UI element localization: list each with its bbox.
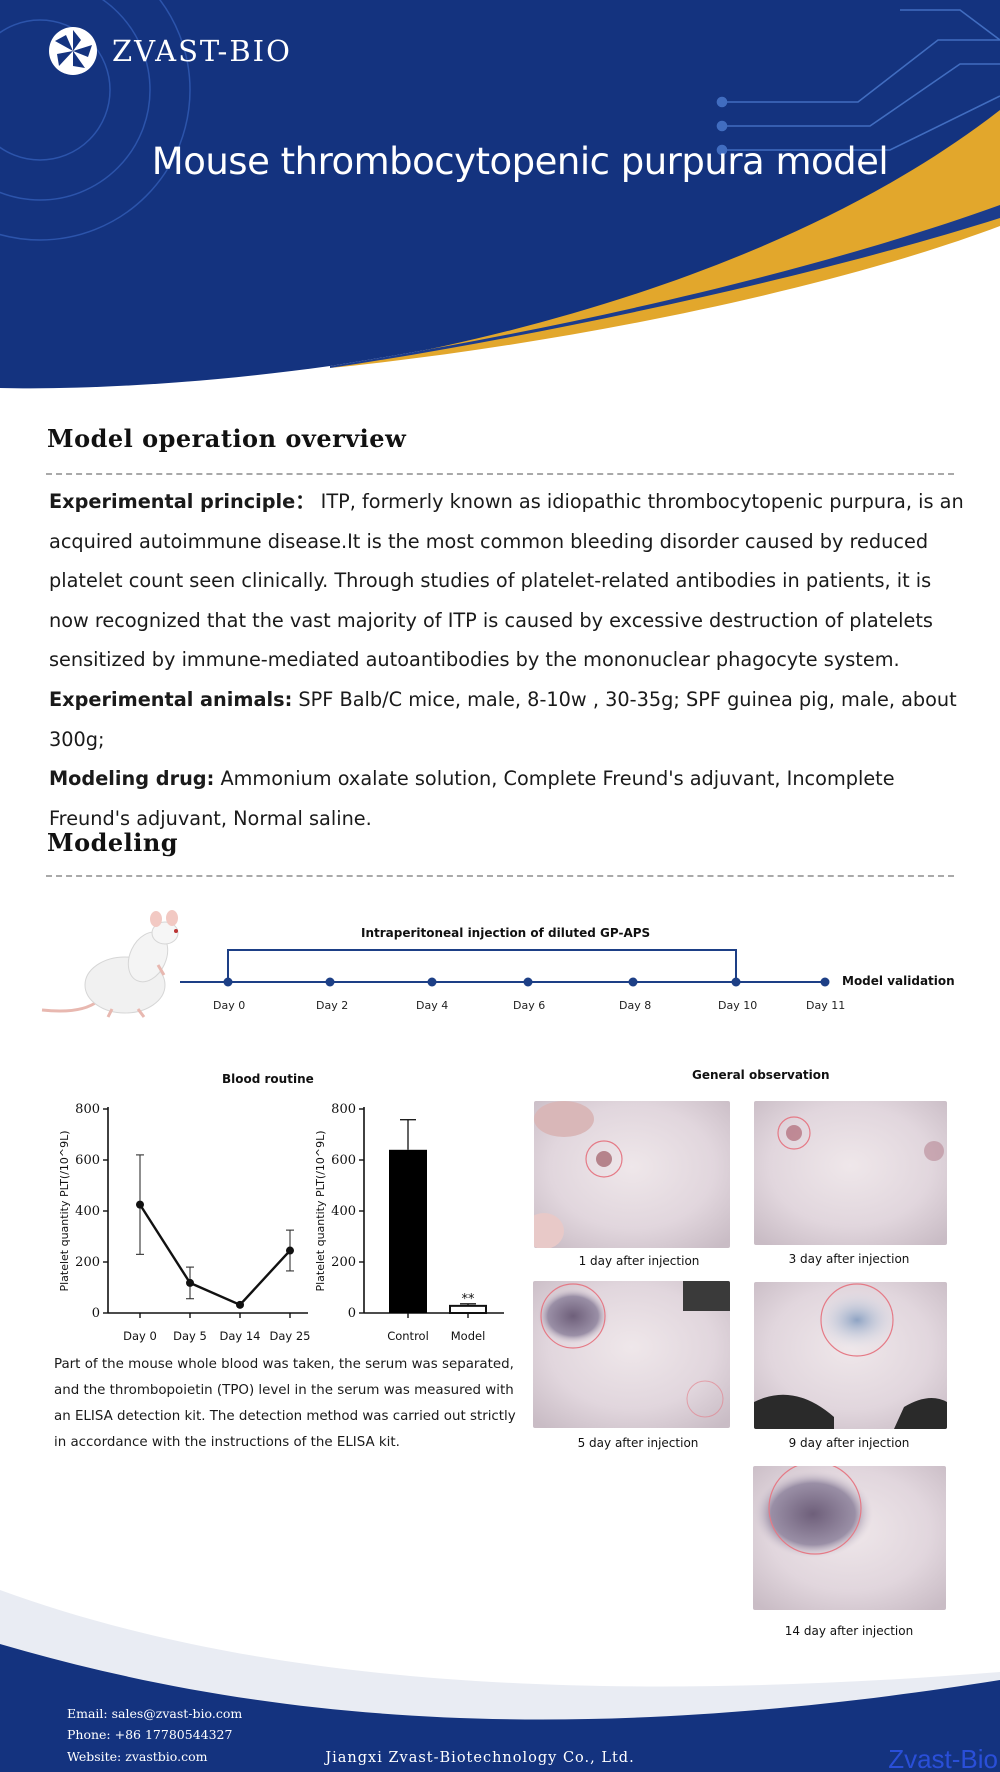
day-label: Day 4	[416, 999, 449, 1012]
x-tick-label: Day 5	[173, 1329, 207, 1343]
validation-label: Model validation	[842, 974, 955, 988]
footer-email: Email: sales@zvast-bio.com	[67, 1706, 243, 1721]
brand-logo-icon	[49, 27, 97, 75]
y-tick-label: 400	[331, 1204, 356, 1219]
observation-photo-day1	[534, 1101, 730, 1248]
y-tick-label: 0	[92, 1306, 100, 1321]
animals-text: SPF Balb/C mice, male, 8-10w , 30-35g; S…	[49, 687, 957, 751]
photo-caption: 5 day after injection	[577, 1436, 699, 1450]
drug-text: Ammonium oxalate solution, Complete Freu…	[49, 767, 895, 830]
method-description: Part of the mouse whole blood was taken,…	[54, 1357, 516, 1450]
header-banner	[0, 0, 1000, 400]
overview-text: Experimental principle： ITP, formerly kn…	[49, 482, 969, 838]
mouse-illustration	[41, 910, 179, 1018]
page-title: Mouse thrombocytopenic purpura model	[151, 140, 889, 183]
day-label: Day 6	[513, 999, 546, 1012]
observation-photo-day9	[754, 1282, 947, 1429]
footer-phone: Phone: +86 17780544327	[67, 1727, 233, 1742]
y-tick-label: 800	[75, 1102, 100, 1117]
day-label: Day 0	[213, 999, 246, 1012]
timeline-dot	[223, 977, 233, 987]
y-tick-label: 600	[331, 1153, 356, 1168]
injection-label: Intraperitoneal injection of diluted GP-…	[361, 926, 651, 940]
y-tick-label: 200	[75, 1255, 100, 1270]
data-point	[236, 1300, 244, 1309]
photo-caption: 1 day after injection	[578, 1254, 700, 1268]
bar	[449, 1304, 487, 1315]
y-tick-label: 200	[331, 1255, 356, 1270]
x-tick-label: Model	[451, 1329, 486, 1343]
modeling-heading: Modeling	[47, 828, 179, 857]
x-tick-label: Control	[387, 1329, 429, 1343]
platelet-bar-chart: 0 200 400 600 800 Platelet quantity PLT(/10^9…	[314, 1102, 504, 1343]
data-point	[136, 1200, 144, 1209]
observation-title: General observation	[692, 1068, 830, 1082]
watermark: Zvast-Bio	[888, 1744, 998, 1772]
x-tick-label: Day 25	[270, 1329, 311, 1343]
divider	[46, 875, 954, 877]
timeline-line	[180, 949, 830, 987]
animals-paragraph: Experimental animals: SPF Balb/C mice, m…	[49, 680, 969, 759]
principle-paragraph: Experimental principle： ITP, formerly kn…	[49, 482, 969, 680]
photo-caption: 9 day after injection	[788, 1436, 910, 1450]
timeline-dot	[628, 977, 638, 987]
day-label: Day 2	[316, 999, 349, 1012]
principle-text: ITP, formerly known as idiopathic thromb…	[49, 490, 964, 672]
timeline-dot	[427, 977, 437, 987]
animals-label: Experimental animals:	[49, 687, 293, 711]
y-tick-label: 0	[348, 1306, 356, 1321]
data-point	[286, 1246, 294, 1255]
timeline-dot	[820, 977, 830, 987]
observation-photo-day5	[533, 1281, 730, 1428]
y-tick-label: 600	[75, 1153, 100, 1168]
timeline-dot	[325, 977, 335, 987]
y-tick-label: 400	[75, 1204, 100, 1219]
drug-paragraph: Modeling drug: Ammonium oxalate solution…	[49, 759, 969, 838]
timeline-dot	[731, 977, 741, 987]
x-tick-label: Day 14	[220, 1329, 261, 1343]
photo-caption: 14 day after injection	[784, 1624, 914, 1638]
divider	[46, 473, 954, 475]
principle-label: Experimental principle：	[49, 490, 315, 513]
brand: ZVAST-BIO	[48, 26, 292, 76]
platelet-line-chart: 0 200 400 600 800 Platelet quantity PLT(/10^9…	[58, 1102, 311, 1343]
x-tick-label: Day 0	[123, 1329, 157, 1343]
blood-routine-title: Blood routine	[222, 1072, 314, 1086]
overview-heading: Model operation overview	[47, 424, 407, 453]
footer-banner	[0, 1590, 1000, 1772]
day-label: Day 8	[619, 999, 652, 1012]
day-label: Day 11	[806, 999, 846, 1012]
y-axis-label: Platelet quantity PLT(/10^9L)	[314, 1130, 327, 1291]
footer-website: Website: zvastbio.com	[67, 1749, 208, 1764]
significance-label: **	[462, 1292, 476, 1307]
footer-company: Jiangxi Zvast-Biotechnology Co., Ltd.	[325, 1750, 635, 1766]
observation-photo-day3	[754, 1101, 947, 1245]
day-label: Day 10	[718, 999, 758, 1012]
drug-label: Modeling drug:	[49, 767, 215, 791]
brand-name: ZVAST-BIO	[112, 34, 292, 68]
series-line	[138, 1203, 291, 1307]
y-axis-label: Platelet quantity PLT(/10^9L)	[58, 1130, 71, 1291]
modeling-timeline: Intraperitoneal injection of diluted GP-…	[0, 905, 1000, 1025]
y-tick-label: 800	[331, 1102, 356, 1117]
photo-caption: 3 day after injection	[788, 1252, 910, 1266]
observation-photo-day14	[753, 1466, 946, 1610]
data-point	[186, 1278, 194, 1287]
timeline-dot	[523, 977, 533, 987]
bar	[389, 1149, 427, 1313]
